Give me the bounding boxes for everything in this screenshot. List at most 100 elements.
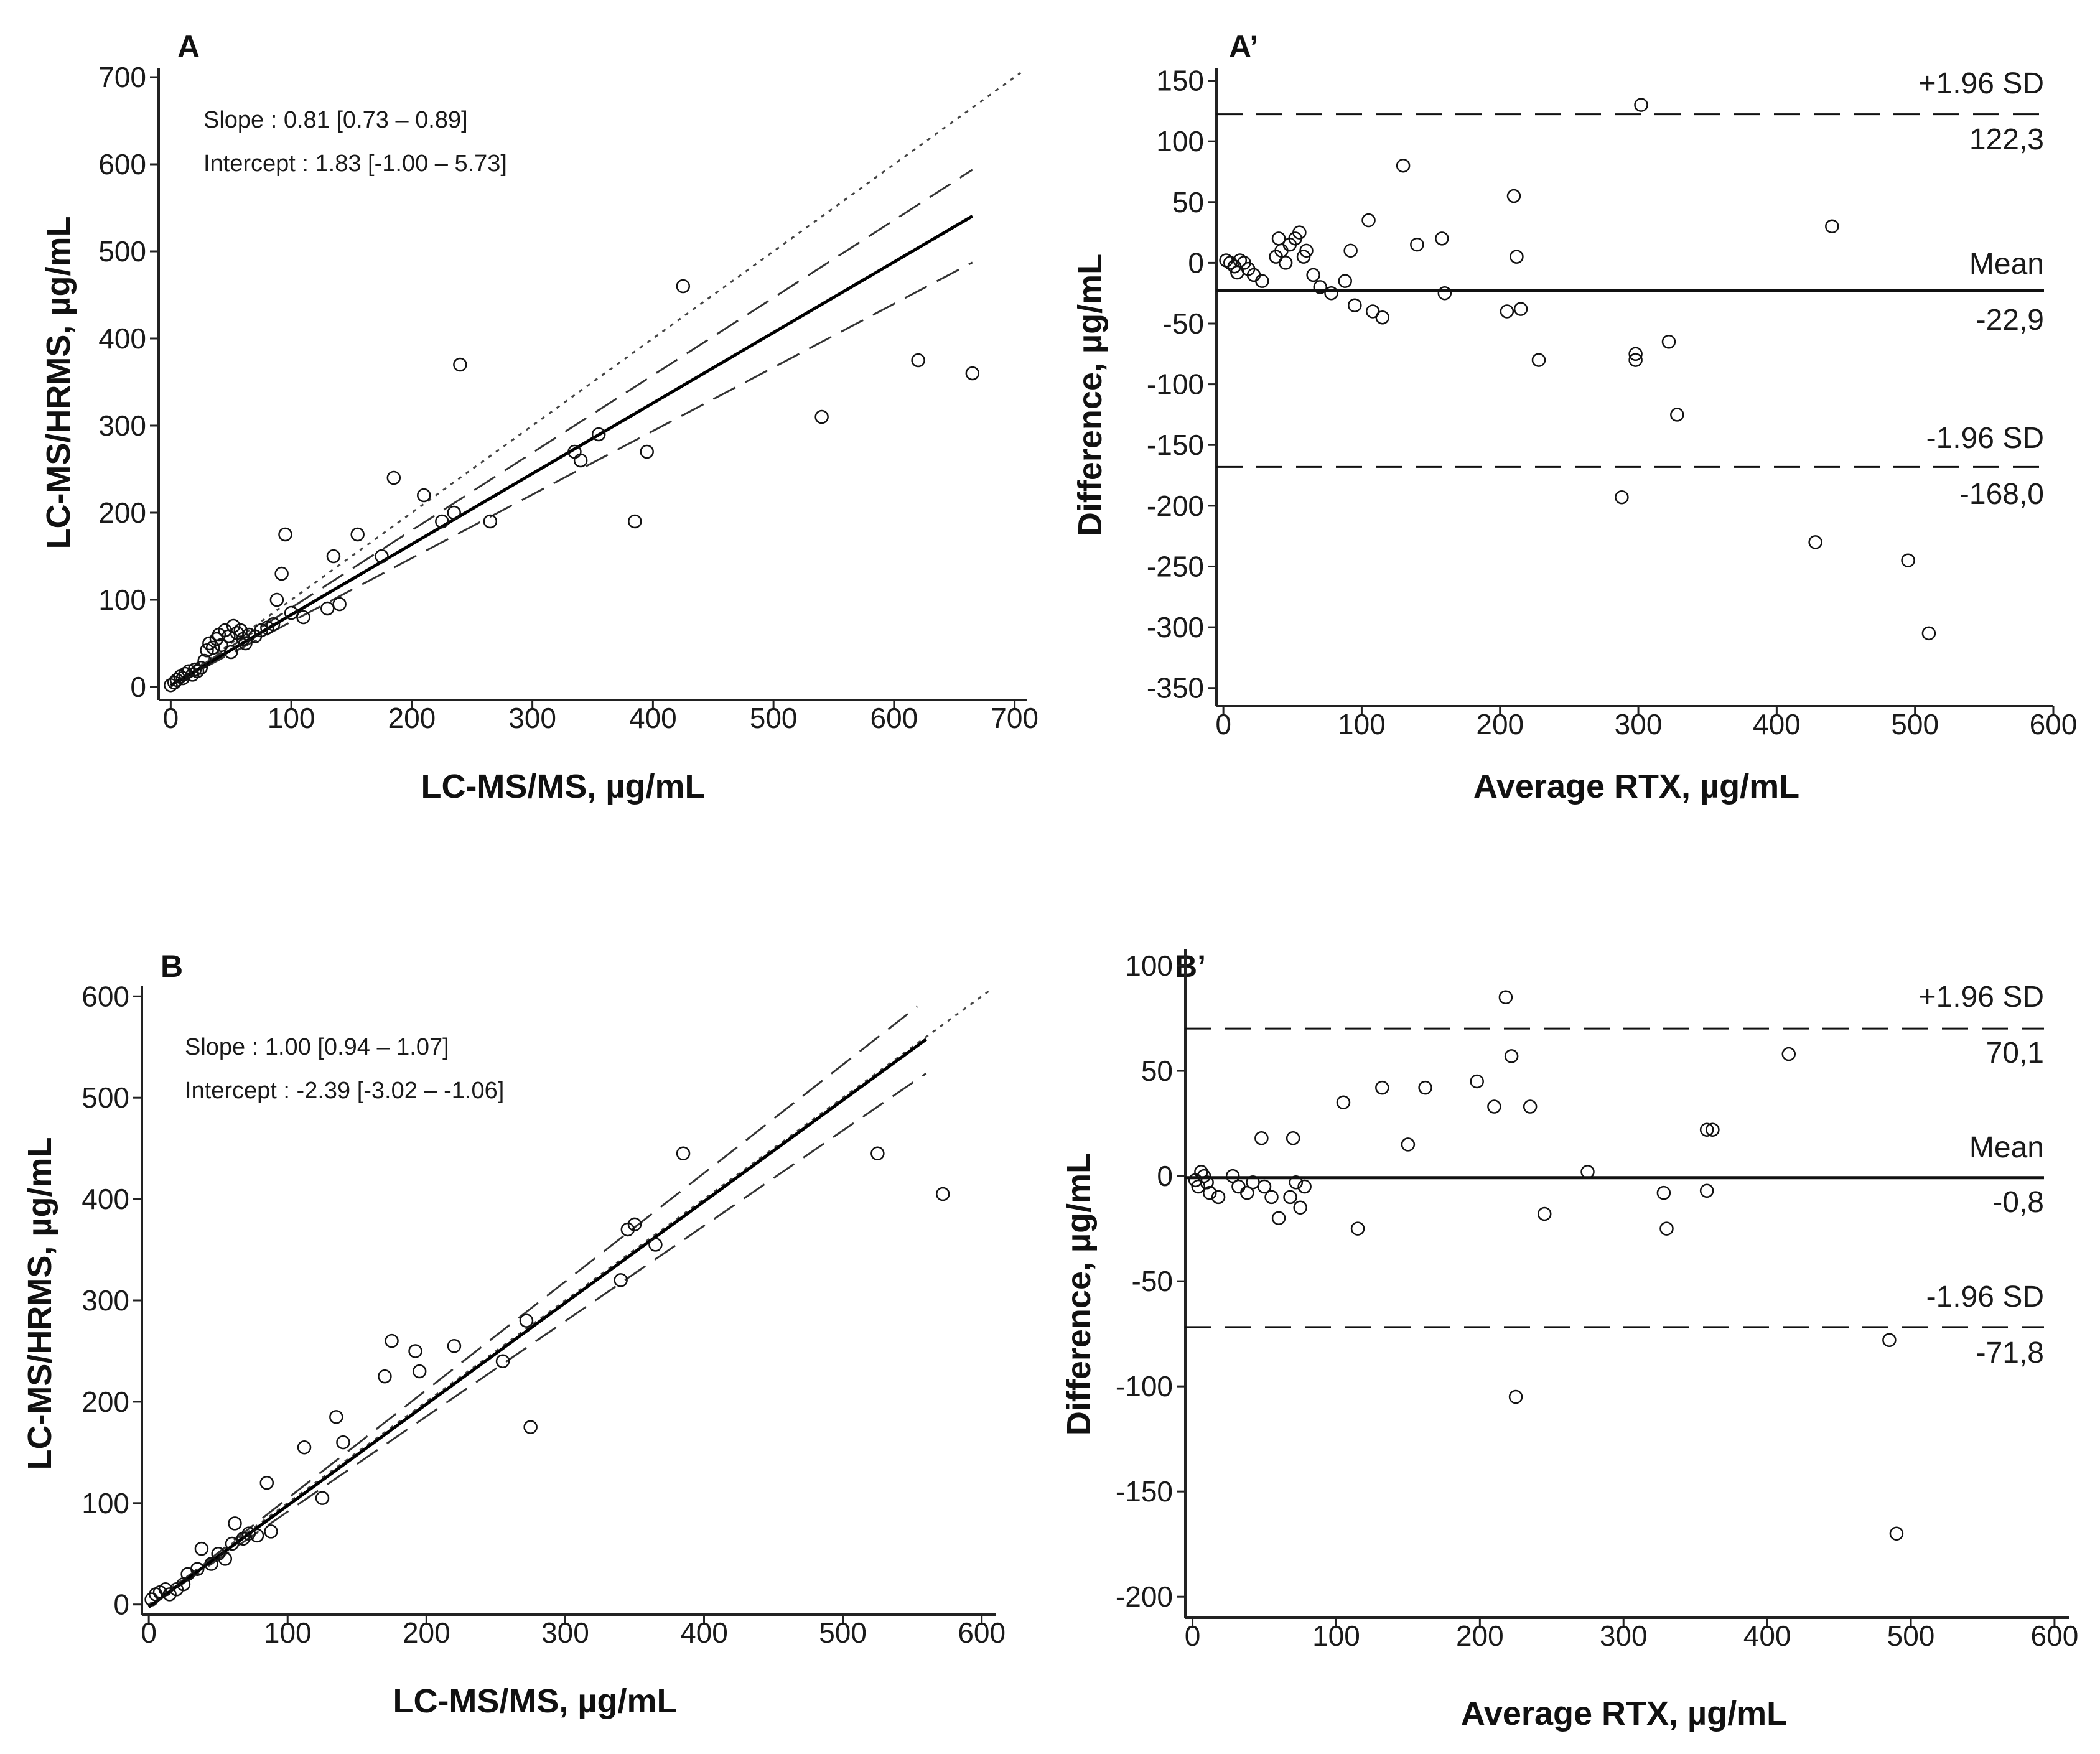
panel-a-prime-x-tick-label: 0 — [1215, 708, 1231, 740]
panel-a-data-point — [194, 660, 208, 675]
panel-b-ci-upper-line — [148, 1005, 918, 1608]
panel-b-prime-y-tick-label: -100 — [1116, 1370, 1173, 1402]
panel-a-x-tick-label: 700 — [991, 702, 1038, 734]
panel-b-y-tick-label: 300 — [82, 1284, 129, 1317]
panel-a-data-point — [814, 409, 829, 424]
panel-a-data-point — [326, 549, 341, 564]
panel-b-prime-data-point — [1240, 1185, 1254, 1200]
panel-a-prime-data-point — [1500, 304, 1514, 319]
panel-b-y-tick-label: 100 — [82, 1487, 129, 1519]
panel-b-prime-x-tick-label: 400 — [1743, 1620, 1791, 1652]
panel-b-data-point — [676, 1146, 691, 1161]
panel-a-data-point — [386, 470, 401, 485]
panel-a-prime-data-point — [1435, 231, 1449, 246]
panel-b-y-tick-label: 400 — [82, 1183, 129, 1215]
panel-a-ci-lower-line — [170, 261, 973, 686]
panel-b-x-tick-label: 200 — [403, 1616, 450, 1649]
panel-a-prime-data-point — [1510, 250, 1524, 264]
panel-a-prime-data-point — [1531, 353, 1546, 367]
panel-a-y-tick-label: 600 — [98, 148, 146, 180]
panel-a-data-point — [332, 597, 347, 612]
panel-b-prime-data-point — [1293, 1200, 1307, 1215]
panel-a-prime-data-point — [1634, 98, 1648, 112]
panel-b-prime-data-point — [1257, 1179, 1272, 1194]
panel-a-prime-lower-loa-value: -168,0 — [1959, 478, 2044, 511]
panel-b-prime-lower-loa-value: -71,8 — [1976, 1336, 2044, 1369]
panel-a-data-point — [640, 444, 654, 459]
panel-b-scatter: B Slope : 1.00 [0.94 – 1.07] Intercept :… — [21, 949, 1006, 1720]
panel-a-prime-data-point — [1223, 256, 1238, 270]
panel-a-data-point — [435, 514, 449, 529]
panel-b-y-tick-label: 600 — [82, 980, 129, 1012]
panel-b-x-tick-label: 0 — [141, 1616, 157, 1649]
panel-b-prime-data-point — [1580, 1165, 1595, 1179]
panel-a-prime-data-point — [1324, 286, 1338, 301]
panel-a-y-tick-label: 300 — [98, 409, 146, 442]
panel-a-data-point — [269, 592, 284, 607]
panel-a-x-tick-label: 400 — [629, 702, 677, 734]
panel-a-x-tick-label: 600 — [870, 702, 918, 734]
panel-a-data-point — [453, 357, 467, 372]
panel-b-letter: B — [161, 949, 183, 984]
panel-b-prime-data-point — [1200, 1175, 1214, 1190]
panel-a-data-point — [200, 643, 214, 658]
panel-a-data-point — [676, 279, 691, 294]
panel-a-prime-y-tick-label: -100 — [1147, 368, 1204, 401]
panel-b-prime-data-point — [1889, 1526, 1904, 1541]
panel-b-ci-lower-line — [148, 1072, 927, 1608]
panel-a-prime-y-tick-label: -250 — [1147, 550, 1204, 582]
panel-a-data-point — [350, 527, 365, 542]
panel-a-prime-data-point — [1343, 243, 1358, 258]
panel-a-prime-data-point — [1901, 553, 1915, 567]
panel-b-data-point — [264, 1524, 278, 1539]
panel-b-x-tick-label: 600 — [958, 1616, 1006, 1649]
panel-b-prime-data-point — [1197, 1169, 1211, 1183]
panel-b-regression-line — [147, 1038, 927, 1608]
panel-b-prime-y-tick-label: 100 — [1125, 949, 1173, 982]
panel-a-prime-x-axis-title: Average RTX, µg/mL — [1473, 768, 1799, 805]
panel-a-prime-data-point — [1375, 310, 1390, 325]
panel-a-x-tick-label: 0 — [163, 702, 179, 734]
panel-b-prime-x-axis-title: Average RTX, µg/mL — [1461, 1695, 1787, 1732]
panel-b-data-point — [297, 1440, 312, 1455]
panel-b-prime-data-point — [1254, 1131, 1269, 1145]
panel-b-prime-lower-loa-label: -1.96 SD — [1926, 1281, 2044, 1313]
panel-a-data-point — [483, 514, 498, 529]
panel-a-ci-upper-line — [170, 169, 973, 686]
panel-b-data-point — [648, 1238, 663, 1252]
panel-a-data-point — [190, 664, 205, 679]
panel-a-data-point — [254, 623, 268, 638]
panel-a-prime-y-tick-label: -350 — [1147, 672, 1204, 704]
panel-b-prime-y-tick-label: 0 — [1157, 1160, 1173, 1192]
panel-a-prime-data-point — [1628, 353, 1643, 367]
panel-a-data-point — [214, 638, 228, 653]
panel-a-prime-data-point — [1313, 280, 1327, 294]
panel-b-prime-mean-value: -0,8 — [1992, 1186, 2044, 1219]
panel-b-prime-x-tick-label: 600 — [2031, 1620, 2079, 1652]
panel-a-data-point — [226, 618, 241, 633]
panel-b-x-axis-title: LC-MS/MS, µg/mL — [393, 1682, 677, 1720]
panel-a-x-axis-title: LC-MS/MS, µg/mL — [421, 768, 705, 805]
panel-a-prime-upper-loa-label: +1.96 SD — [1919, 67, 2044, 100]
panel-a-prime-x-tick-label: 100 — [1338, 708, 1386, 740]
panel-b-data-point — [218, 1552, 233, 1566]
panel-a-x-tick-label: 100 — [268, 702, 315, 734]
panel-a-x-tick-label: 300 — [508, 702, 556, 734]
panel-a-prime-data-point — [1338, 274, 1353, 288]
panel-b-data-point — [870, 1146, 885, 1161]
panel-a-data-point — [628, 514, 642, 529]
panel-a-prime-data-point — [1825, 219, 1839, 234]
panel-b-prime-data-point — [1289, 1175, 1304, 1190]
panel-a-prime-x-tick-label: 300 — [1615, 708, 1663, 740]
panel-a-prime-data-point — [1615, 490, 1629, 505]
panel-b-intercept-annotation: Intercept : -2.39 [-3.02 – -1.06] — [185, 1078, 504, 1104]
panel-b-prime-data-point — [1498, 990, 1513, 1005]
panel-b-prime-data-point — [1283, 1190, 1297, 1205]
panel-b-prime-data-point — [1203, 1185, 1217, 1200]
panel-b-data-point — [162, 1587, 177, 1602]
panel-a-prime-data-point — [1299, 243, 1314, 258]
panel-a-data-point — [238, 636, 253, 651]
panel-a-prime-data-point — [1437, 286, 1452, 301]
panel-b-prime-data-point — [1231, 1179, 1246, 1194]
